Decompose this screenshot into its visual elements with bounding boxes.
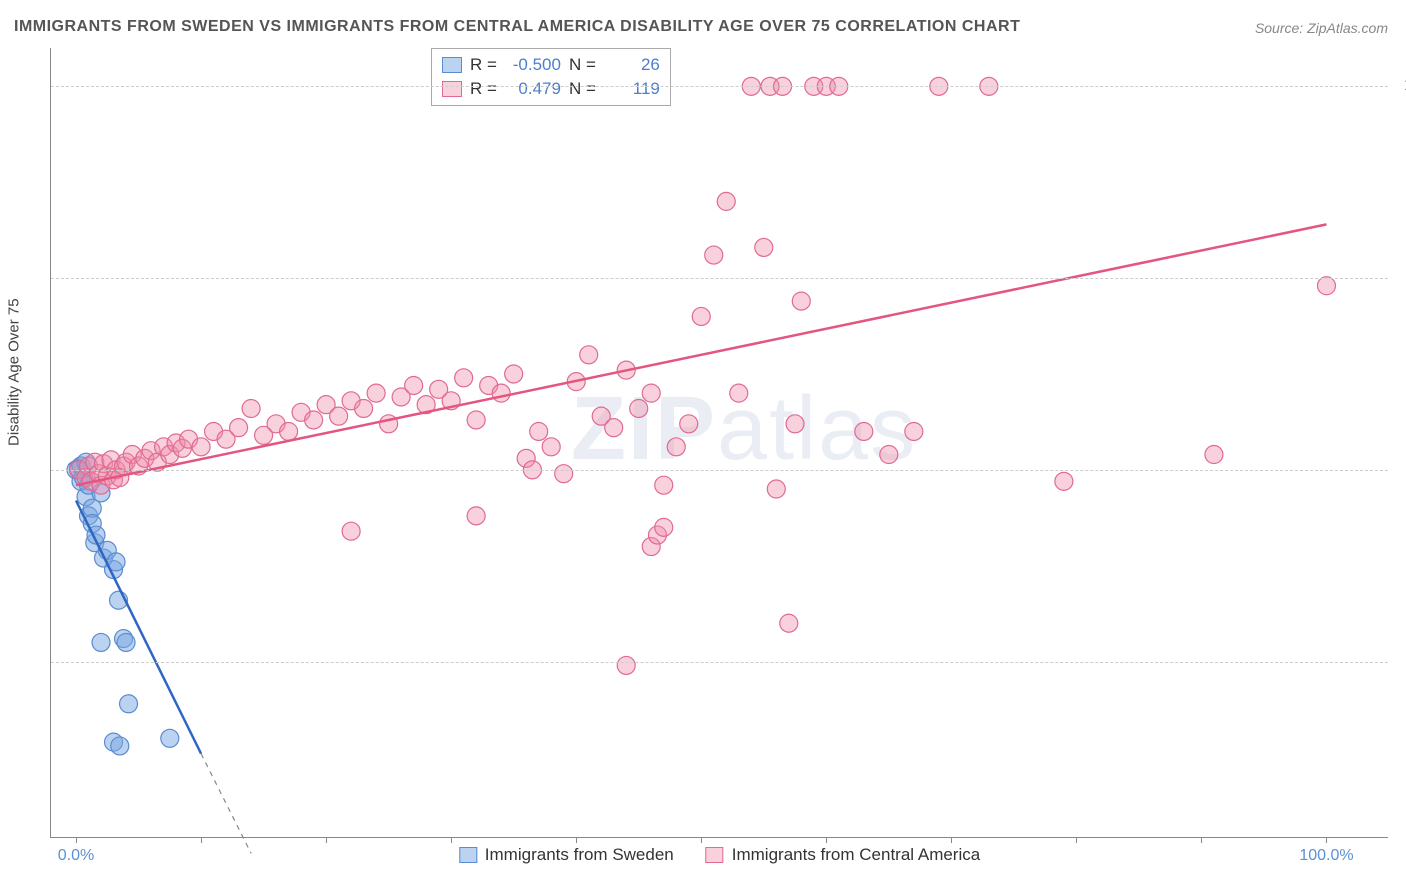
legend-n-value: 119 [604, 77, 660, 101]
data-point [342, 522, 360, 540]
data-point [530, 422, 548, 440]
data-point [786, 415, 804, 433]
data-point [680, 415, 698, 433]
data-point [642, 384, 660, 402]
y-tick-label: 25.0% [1398, 653, 1406, 671]
x-tick [576, 837, 577, 843]
data-point [455, 369, 473, 387]
data-point [242, 399, 260, 417]
source-label: Source: ZipAtlas.com [1255, 20, 1388, 36]
legend-swatch-centralamerica [706, 847, 724, 863]
data-point [117, 633, 135, 651]
data-point [780, 614, 798, 632]
stats-legend-row: R = 0.479 N = 119 [442, 77, 660, 101]
data-point [655, 518, 673, 536]
data-point [605, 419, 623, 437]
trend-line-ext [201, 754, 251, 854]
x-tick-label: 100.0% [1299, 847, 1353, 865]
data-point [1205, 446, 1223, 464]
chart-svg [51, 48, 1388, 837]
gridline [51, 470, 1388, 471]
x-tick [951, 837, 952, 843]
data-point [192, 438, 210, 456]
legend-n-label: N = [569, 53, 596, 77]
data-point [120, 695, 138, 713]
y-tick-label: 100.0% [1398, 77, 1406, 95]
y-axis-title: Disability Age Over 75 [6, 298, 23, 446]
x-tick [326, 837, 327, 843]
x-tick [201, 837, 202, 843]
data-point [161, 729, 179, 747]
chart-title: IMMIGRANTS FROM SWEDEN VS IMMIGRANTS FRO… [14, 18, 1020, 36]
legend-n-value: 26 [604, 53, 660, 77]
x-tick [1076, 837, 1077, 843]
data-point [111, 737, 129, 755]
data-point [542, 438, 560, 456]
data-point [405, 376, 423, 394]
data-point [855, 422, 873, 440]
stats-legend-row: R = -0.500 N = 26 [442, 53, 660, 77]
legend-r-value: -0.500 [505, 53, 561, 77]
data-point [280, 422, 298, 440]
data-point [580, 346, 598, 364]
data-point [230, 419, 248, 437]
data-point [667, 438, 685, 456]
bottom-legend-item: Immigrants from Central America [706, 845, 980, 865]
legend-r-label: R = [470, 77, 497, 101]
stats-legend: R = -0.500 N = 26 R = 0.479 N = 119 [431, 48, 671, 106]
legend-swatch-sweden [442, 57, 462, 73]
data-point [505, 365, 523, 383]
data-point [330, 407, 348, 425]
data-point [467, 507, 485, 525]
gridline [51, 278, 1388, 279]
data-point [355, 399, 373, 417]
data-point [705, 246, 723, 264]
data-point [630, 399, 648, 417]
data-point [92, 633, 110, 651]
data-point [905, 422, 923, 440]
data-point [367, 384, 385, 402]
legend-swatch-centralamerica [442, 81, 462, 97]
trend-line [76, 501, 201, 754]
data-point [880, 446, 898, 464]
bottom-legend-label: Immigrants from Sweden [485, 845, 674, 865]
data-point [692, 307, 710, 325]
plot-area: ZIPatlas R = -0.500 N = 26 R = 0.479 N =… [50, 48, 1388, 838]
legend-r-label: R = [470, 53, 497, 77]
data-point [1317, 277, 1335, 295]
y-tick-label: 50.0% [1398, 461, 1406, 479]
data-point [467, 411, 485, 429]
legend-n-label: N = [569, 77, 596, 101]
data-point [767, 480, 785, 498]
x-tick [1201, 837, 1202, 843]
trend-line [76, 224, 1326, 485]
data-point [492, 384, 510, 402]
bottom-legend-item: Immigrants from Sweden [459, 845, 674, 865]
data-point [730, 384, 748, 402]
bottom-legend: Immigrants from Sweden Immigrants from C… [459, 845, 980, 865]
data-point [617, 656, 635, 674]
legend-swatch-sweden [459, 847, 477, 863]
x-tick [826, 837, 827, 843]
data-point [655, 476, 673, 494]
x-tick [1326, 837, 1327, 843]
x-tick [451, 837, 452, 843]
data-point [555, 465, 573, 483]
data-point [755, 238, 773, 256]
data-point [792, 292, 810, 310]
legend-r-value: 0.479 [505, 77, 561, 101]
y-tick-label: 75.0% [1398, 269, 1406, 287]
bottom-legend-label: Immigrants from Central America [732, 845, 980, 865]
gridline [51, 662, 1388, 663]
x-tick [701, 837, 702, 843]
data-point [305, 411, 323, 429]
gridline [51, 86, 1388, 87]
x-tick-label: 0.0% [58, 847, 94, 865]
x-tick [76, 837, 77, 843]
data-point [717, 192, 735, 210]
data-point [1055, 472, 1073, 490]
